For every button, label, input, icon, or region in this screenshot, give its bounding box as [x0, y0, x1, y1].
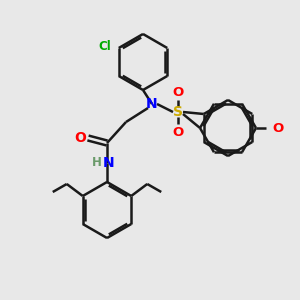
Text: Cl: Cl — [98, 40, 111, 52]
Text: O: O — [272, 122, 284, 134]
Text: N: N — [146, 97, 158, 111]
Text: O: O — [74, 131, 86, 145]
Text: S: S — [173, 105, 183, 119]
Text: H: H — [92, 157, 102, 169]
Text: O: O — [172, 85, 184, 98]
Text: N: N — [103, 156, 115, 170]
Text: O: O — [172, 125, 184, 139]
